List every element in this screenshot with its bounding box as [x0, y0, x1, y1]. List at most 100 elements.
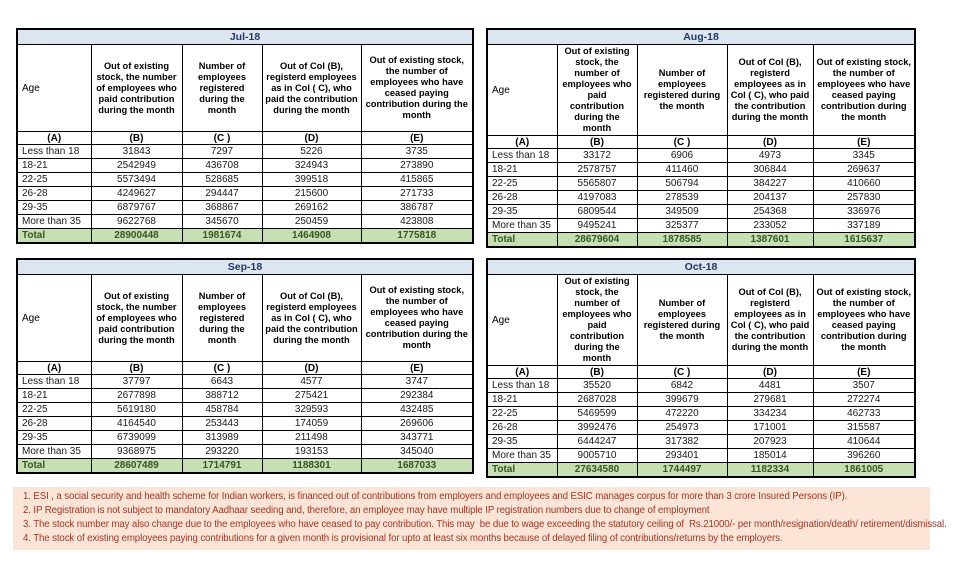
- value-cell: 368867: [181, 200, 263, 215]
- column-letter: (C ): [181, 361, 263, 375]
- value-cell: 315587: [812, 420, 916, 435]
- table-row: 26-28 3992476 254973 171001 315587: [486, 420, 916, 435]
- value-cell: 349509: [636, 204, 728, 219]
- footnote-3: 3. The stock number may also change due …: [23, 519, 947, 530]
- value-cell: 317382: [636, 434, 728, 449]
- value-cell: 2578757: [556, 162, 638, 177]
- value-cell: 1387601: [726, 232, 814, 248]
- value-cell: 4577: [261, 374, 362, 389]
- column-letter: (B): [556, 365, 638, 379]
- age-cell: 29-35: [486, 434, 558, 449]
- table-body: Less than 18 35520 6842 4481 3507 18-21 268702…: [486, 378, 916, 478]
- value-cell: 269606: [360, 416, 474, 431]
- month-table: Sep-18 Age Out of existing stock, the nu…: [16, 258, 475, 474]
- table-jul-18: Jul-18 Age Out of existing stock, the nu…: [16, 28, 475, 244]
- column-header-registered: Number of employees registered during th…: [181, 274, 263, 362]
- value-cell: 171001: [726, 420, 814, 435]
- column-letter: (C ): [636, 365, 728, 379]
- column-header-paid-stock: Out of existing stock, the number of emp…: [90, 44, 183, 132]
- value-cell: 411460: [636, 162, 728, 177]
- value-cell: 215600: [261, 186, 362, 201]
- value-cell: 337189: [812, 218, 916, 233]
- column-header-ceased: Out of existing stock, the number of emp…: [812, 274, 916, 366]
- value-cell: 275421: [261, 388, 362, 403]
- table-oct-18: Oct-18 Age Out of existing stock, the nu…: [486, 258, 916, 478]
- value-cell: 272274: [812, 392, 916, 407]
- table-row: Less than 18 33172 6906 4973 3345: [486, 148, 916, 163]
- value-cell: 1188301: [261, 458, 362, 474]
- value-cell: 292384: [360, 388, 474, 403]
- value-cell: 1981674: [181, 228, 263, 244]
- month-title-row: Oct-18: [486, 258, 916, 275]
- value-cell: 5573494: [90, 172, 183, 187]
- table-row: 29-35 6444247 317382 207923 410644: [486, 434, 916, 449]
- value-cell: 9368975: [90, 444, 183, 459]
- value-cell: 399518: [261, 172, 362, 187]
- value-cell: 1878585: [636, 232, 728, 248]
- column-letter: (B): [90, 131, 183, 145]
- value-cell: 31843: [90, 144, 183, 159]
- column-letter-row: (A) (B) (C ) (D) (E): [486, 135, 916, 149]
- table-row: 18-21 2687028 399679 279681 272274: [486, 392, 916, 407]
- value-cell: 253443: [181, 416, 263, 431]
- value-cell: 384227: [726, 176, 814, 191]
- column-letter: (A): [486, 135, 558, 149]
- age-cell: 22-25: [486, 176, 558, 191]
- table-row: Less than 18 35520 6842 4481 3507: [486, 378, 916, 393]
- table-row: More than 35 9368975 293220 193153 345040: [16, 444, 474, 459]
- value-cell: 193153: [261, 444, 362, 459]
- column-header-ceased: Out of existing stock, the number of emp…: [812, 44, 916, 136]
- age-cell: More than 35: [486, 448, 558, 463]
- column-header-ceased: Out of existing stock, the number of emp…: [360, 44, 474, 132]
- value-cell: 9495241: [556, 218, 638, 233]
- value-cell: 472220: [636, 406, 728, 421]
- column-letter-row: (A) (B) (C ) (D) (E): [16, 361, 474, 375]
- table-row: 29-35 6879767 368867 269162 386787: [16, 200, 474, 215]
- column-header-row: Age Out of existing stock, the number of…: [486, 274, 916, 366]
- age-cell: 26-28: [486, 190, 558, 205]
- value-cell: 7297: [181, 144, 263, 159]
- value-cell: 388712: [181, 388, 263, 403]
- value-cell: 204137: [726, 190, 814, 205]
- month-title-row: Jul-18: [16, 28, 474, 45]
- value-cell: 5469599: [556, 406, 638, 421]
- value-cell: 278539: [636, 190, 728, 205]
- column-header-paid-stock: Out of existing stock, the number of emp…: [90, 274, 183, 362]
- value-cell: 423808: [360, 214, 474, 229]
- table-row: More than 35 9005710 293401 185014 396260: [486, 448, 916, 463]
- footnote-1: 1. ESI , a social security and health sc…: [23, 491, 848, 502]
- table-row: 26-28 4164540 253443 174059 269606: [16, 416, 474, 431]
- column-header-registered-paid: Out of Col (B), registerd employees as i…: [726, 274, 814, 366]
- value-cell: 211498: [261, 430, 362, 445]
- age-cell: 26-28: [16, 416, 92, 431]
- column-letter: (E): [360, 361, 474, 375]
- total-label-cell: Total: [486, 232, 558, 248]
- column-letter: (D): [726, 365, 814, 379]
- column-header-age: Age: [16, 274, 92, 362]
- value-cell: 410644: [812, 434, 916, 449]
- value-cell: 4249627: [90, 186, 183, 201]
- table-row: 26-28 4197083 278539 204137 257830: [486, 190, 916, 205]
- age-cell: More than 35: [16, 444, 92, 459]
- value-cell: 207923: [726, 434, 814, 449]
- value-cell: 294447: [181, 186, 263, 201]
- value-cell: 313989: [181, 430, 263, 445]
- age-cell: 29-35: [16, 430, 92, 445]
- footnote-4: 4. The stock of existing employees payin…: [23, 533, 783, 544]
- value-cell: 293401: [636, 448, 728, 463]
- value-cell: 528685: [181, 172, 263, 187]
- value-cell: 279681: [726, 392, 814, 407]
- age-cell: 22-25: [16, 402, 92, 417]
- table-body: Less than 18 33172 6906 4973 3345 18-21 257875…: [486, 148, 916, 248]
- column-letter-row: (A) (B) (C ) (D) (E): [486, 365, 916, 379]
- value-cell: 345040: [360, 444, 474, 459]
- age-cell: Less than 18: [16, 374, 92, 389]
- value-cell: 27634580: [556, 462, 638, 478]
- value-cell: 6643: [181, 374, 263, 389]
- value-cell: 415865: [360, 172, 474, 187]
- column-letter: (E): [360, 131, 474, 145]
- column-header-row: Age Out of existing stock, the number of…: [16, 44, 474, 132]
- value-cell: 3345: [812, 148, 916, 163]
- value-cell: 2542949: [90, 158, 183, 173]
